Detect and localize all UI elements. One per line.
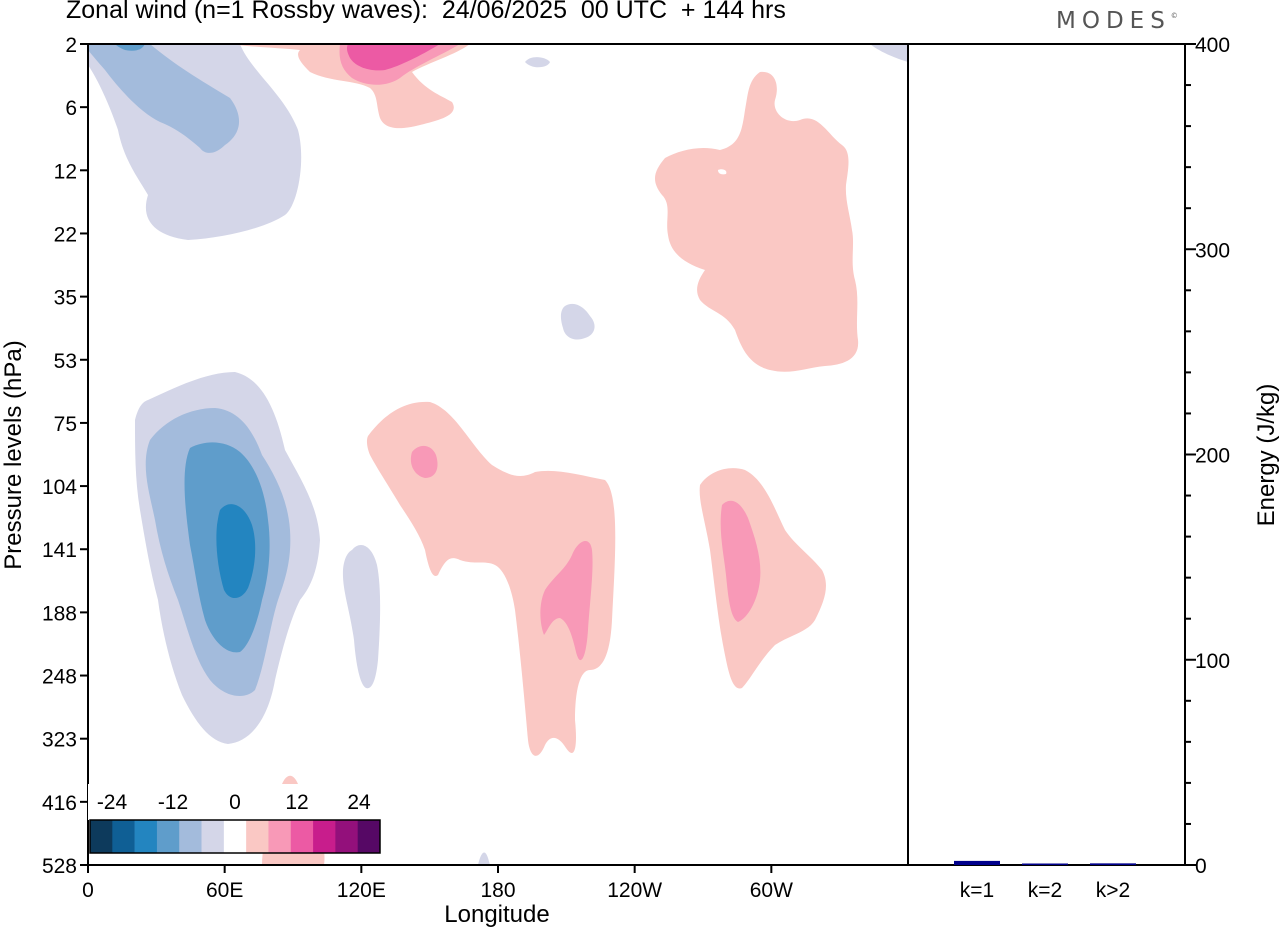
contour-negative-left-core [216,504,256,599]
y-tick-label: 6 [65,97,77,120]
colorbar-label: 24 [347,791,371,814]
colorbar-label: 12 [285,791,308,814]
contour-positive-right [654,71,859,372]
y-tick-label: 141 [42,539,77,562]
energy-category-label: k=1 [960,879,994,902]
energy-tick-label: 100 [1195,650,1230,673]
contour-hole-right [718,169,727,175]
x-tick-label: 180 [480,879,515,902]
colorbar-swatch [335,820,358,853]
colorbar-swatch [90,820,113,853]
x-tick-label: 60W [750,879,793,902]
contour-positive-mid-blob [410,445,438,478]
x-axis-label: Longitude [444,901,549,928]
contour-positive-top-inner [346,44,440,71]
y-tick-label: 35 [54,287,77,310]
copyright-mark: © [1170,12,1178,20]
colorbar-swatch [246,820,269,853]
contour-positive-mid-inner [540,540,593,661]
contour-negative-bottom-tick [478,852,490,865]
colorbar-swatch [156,820,180,853]
colorbar-swatch [201,820,225,853]
contour-positive-mid-outer [366,401,616,756]
modes-logo: MODES© [1056,8,1178,34]
y-tick-label: 22 [54,223,77,246]
x-tick-label: 60E [206,879,243,902]
energy-tick-label: 0 [1195,855,1207,878]
x-axis-ticks: 0 60E 120E 180 120W 60W [82,865,793,902]
contour-negative-mid-column [342,545,381,689]
contour-positive-right-inner [720,500,761,622]
energy-axis-ticks: 0 100 200 300 400 [1185,34,1230,878]
colorbar-swatch [112,820,135,853]
colorbar-swatch [268,820,292,853]
energy-category-label: k>2 [1096,879,1130,902]
energy-frame [907,43,1186,866]
y-tick-label: 12 [54,160,77,183]
contour-positive-right-outer [699,468,826,689]
colorbar-label: -12 [158,791,188,814]
x-tick-label: 120W [607,879,662,902]
x-tick-label: 120E [337,879,386,902]
y-tick-label: 2 [65,34,77,57]
x-tick-label: 0 [82,879,94,902]
y-tick-label: 528 [42,855,77,878]
y-tick-label: 248 [42,666,77,689]
contour-negative-top-blob [525,57,550,68]
contour-negative-top-right [870,44,908,62]
colorbar-swatch [134,820,158,853]
colorbar-label: 0 [229,791,241,814]
colorbar-swatch [179,820,202,853]
colorbar-swatch [357,820,381,853]
y-tick-label: 53 [54,350,77,373]
energy-bar [1022,863,1068,865]
colorbar-swatch [223,820,247,853]
energy-category-label: k=2 [1028,879,1062,902]
y-tick-label: 323 [42,729,77,752]
energy-axis-label: Energy (J/kg) [1253,384,1280,527]
contour-field [88,44,908,865]
chart-title: Zonal wind (n=1 Rossby waves): 24/06/202… [66,0,786,24]
colorbar-frame [89,819,381,854]
colorbar-label-background [88,784,382,820]
colorbar-swatch [290,820,314,853]
y-axis-label: Pressure levels (hPa) [0,340,27,569]
logo-text: MODES [1056,8,1171,34]
y-tick-label: 188 [42,602,77,625]
colorbar-swatch [313,820,336,853]
y-axis-ticks: 2 6 12 22 35 53 75 104 141 188 248 323 416 528 [42,34,88,878]
energy-bar [954,860,1000,865]
energy-tick-label: 300 [1195,239,1230,262]
colorbar-label: -24 [97,791,128,814]
y-tick-label: 416 [42,792,77,815]
contour-negative-mid-blob [560,303,595,340]
y-tick-label: 75 [54,413,77,436]
colorbar: -24 -12 0 12 24 [88,784,382,854]
energy-tick-label: 200 [1195,445,1230,468]
energy-bar [1090,863,1136,865]
y-tick-label: 104 [42,476,77,499]
contour-negative-top-mid [88,44,240,153]
energy-bars: k=1 k=2 k>2 [954,860,1136,902]
energy-tick-label: 400 [1195,34,1230,57]
contour-negative-top-inner [115,44,145,51]
